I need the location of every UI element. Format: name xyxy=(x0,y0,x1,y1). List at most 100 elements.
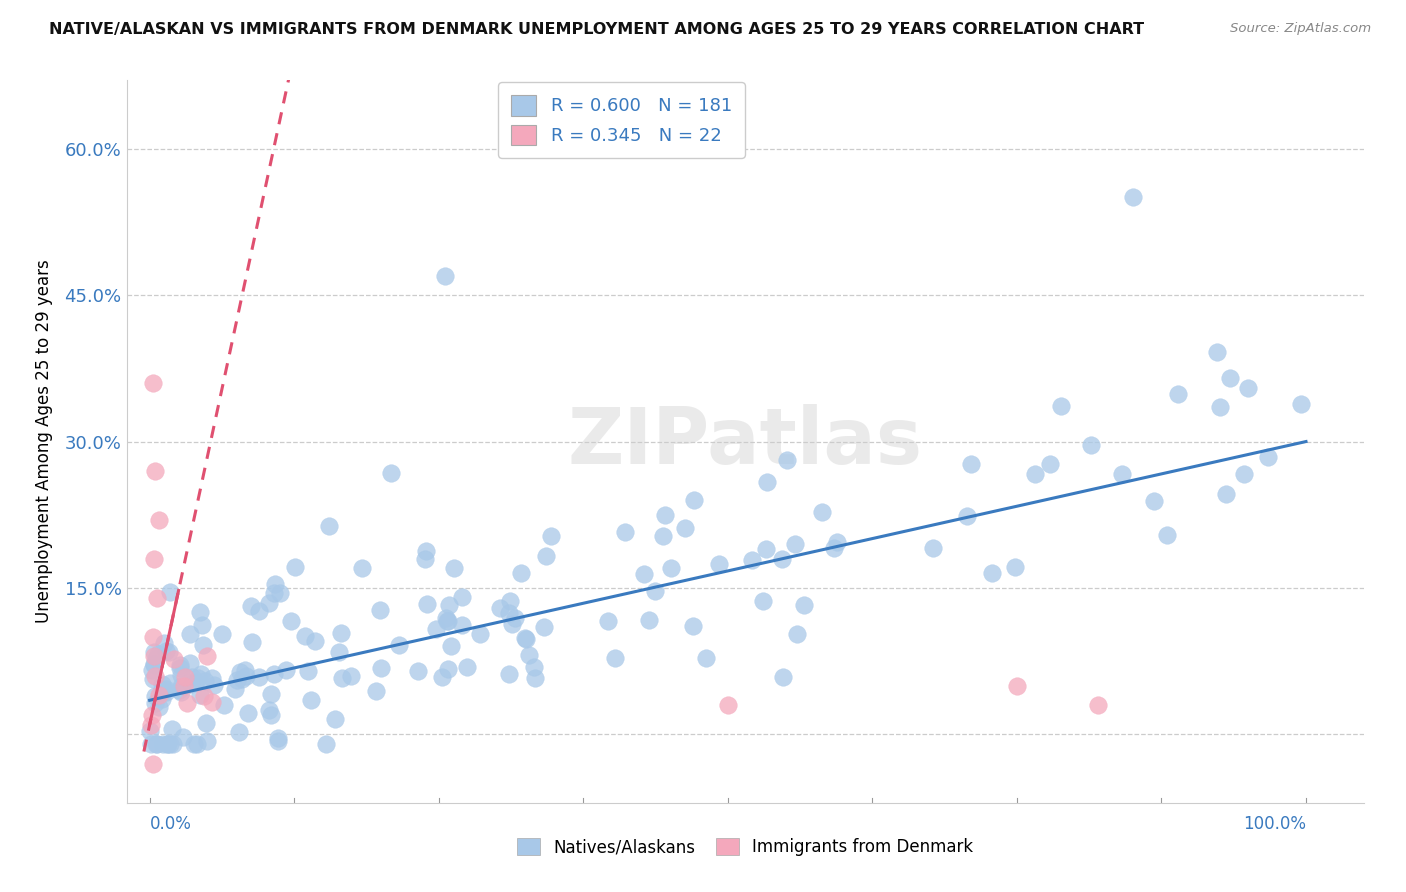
Point xyxy=(683,493,706,508)
Point xyxy=(142,644,165,658)
Point xyxy=(191,618,214,632)
Point xyxy=(145,464,167,478)
Point xyxy=(170,668,193,682)
Point xyxy=(235,669,257,683)
Point xyxy=(772,670,794,684)
Point xyxy=(148,689,170,703)
Point xyxy=(146,647,169,661)
Point xyxy=(513,632,536,646)
Point xyxy=(443,561,465,575)
Point xyxy=(1005,679,1028,693)
Point xyxy=(148,513,170,527)
Point xyxy=(498,606,520,620)
Point xyxy=(280,615,302,629)
Point xyxy=(257,596,280,610)
Point xyxy=(682,619,704,633)
Point xyxy=(456,659,478,673)
Point xyxy=(142,672,165,686)
Point xyxy=(141,663,163,677)
Point xyxy=(162,737,184,751)
Point xyxy=(173,679,195,693)
Point xyxy=(741,553,763,567)
Point xyxy=(1219,370,1241,384)
Point xyxy=(416,597,439,611)
Point xyxy=(468,627,491,641)
Point xyxy=(143,696,166,710)
Point xyxy=(269,586,291,600)
Point xyxy=(613,524,636,539)
Point xyxy=(633,566,655,581)
Point xyxy=(148,700,170,714)
Point xyxy=(318,519,340,533)
Point xyxy=(201,671,224,685)
Point xyxy=(225,673,247,687)
Point xyxy=(145,737,167,751)
Point xyxy=(1233,467,1256,482)
Point xyxy=(498,667,520,681)
Point xyxy=(260,687,283,701)
Point xyxy=(142,756,165,771)
Point xyxy=(194,673,217,688)
Point xyxy=(202,678,225,692)
Point xyxy=(1289,397,1312,411)
Point xyxy=(328,644,350,658)
Point xyxy=(1039,457,1062,471)
Point xyxy=(786,626,808,640)
Point xyxy=(195,734,218,748)
Point xyxy=(515,632,537,646)
Point xyxy=(159,676,181,690)
Point xyxy=(673,521,696,535)
Point xyxy=(224,681,246,696)
Point xyxy=(155,737,177,751)
Point xyxy=(380,466,402,480)
Point xyxy=(1215,487,1237,501)
Legend: Natives/Alaskans, Immigrants from Denmark: Natives/Alaskans, Immigrants from Denmar… xyxy=(510,831,980,863)
Point xyxy=(142,376,165,390)
Point xyxy=(143,551,166,566)
Point xyxy=(368,603,391,617)
Point xyxy=(437,598,460,612)
Point xyxy=(139,717,162,731)
Point xyxy=(145,669,167,683)
Point xyxy=(315,737,337,751)
Point xyxy=(157,645,180,659)
Text: NATIVE/ALASKAN VS IMMIGRANTS FROM DENMARK UNEMPLOYMENT AMONG AGES 25 TO 29 YEARS: NATIVE/ALASKAN VS IMMIGRANTS FROM DENMAR… xyxy=(49,22,1144,37)
Point xyxy=(304,634,326,648)
Point xyxy=(193,690,215,704)
Point xyxy=(186,675,208,690)
Point xyxy=(499,593,522,607)
Point xyxy=(793,598,815,612)
Point xyxy=(823,541,845,556)
Point xyxy=(276,664,298,678)
Point xyxy=(1087,698,1109,713)
Y-axis label: Unemployment Among Ages 25 to 29 years: Unemployment Among Ages 25 to 29 years xyxy=(35,260,53,624)
Point xyxy=(197,649,219,664)
Point xyxy=(181,670,204,684)
Point xyxy=(755,541,778,556)
Point xyxy=(229,665,252,679)
Point xyxy=(652,529,675,543)
Point xyxy=(139,723,162,738)
Point xyxy=(236,706,259,721)
Point xyxy=(260,708,283,723)
Point xyxy=(180,677,202,691)
Point xyxy=(159,737,181,751)
Point xyxy=(659,561,682,575)
Point xyxy=(437,614,460,628)
Point xyxy=(501,617,523,632)
Point xyxy=(1080,438,1102,452)
Point xyxy=(169,658,191,673)
Point xyxy=(644,584,666,599)
Point xyxy=(267,734,290,748)
Point xyxy=(169,660,191,674)
Point xyxy=(139,737,162,751)
Point xyxy=(350,561,373,575)
Point xyxy=(717,698,740,713)
Point xyxy=(488,600,510,615)
Point xyxy=(1024,467,1046,481)
Point xyxy=(201,695,224,709)
Point xyxy=(145,652,167,666)
Point xyxy=(1050,399,1073,413)
Point xyxy=(388,638,411,652)
Point xyxy=(172,731,194,745)
